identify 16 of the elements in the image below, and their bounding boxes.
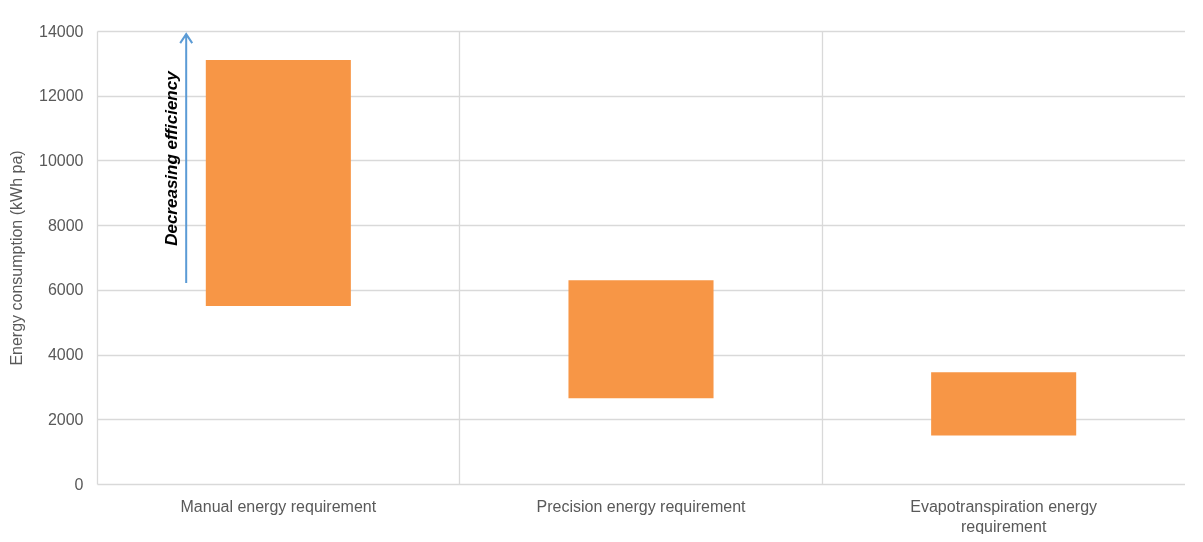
x-tick-label: Precision energy requirement bbox=[536, 497, 747, 515]
x-tick-label: Manual energy requirement bbox=[180, 497, 377, 515]
y-tick-label: 4000 bbox=[47, 346, 84, 364]
y-tick-label: 2000 bbox=[47, 410, 84, 428]
y-tick-label: 14000 bbox=[39, 22, 84, 40]
y-tick-label: 8000 bbox=[47, 216, 84, 234]
y-tick-label: 0 bbox=[74, 475, 84, 493]
y-axis-title: Energy consumption (kWh pa) bbox=[8, 150, 26, 366]
bar bbox=[568, 280, 714, 399]
annotation: Decreasing efficiency bbox=[162, 69, 182, 246]
x-tick-label: Evapotranspiration energy requirement bbox=[910, 497, 1098, 535]
y-tick-label: 6000 bbox=[47, 281, 84, 299]
bar bbox=[931, 372, 1077, 436]
bar bbox=[205, 60, 351, 307]
y-tick-label: 10000 bbox=[39, 151, 84, 169]
y-tick-label: 12000 bbox=[39, 87, 84, 105]
